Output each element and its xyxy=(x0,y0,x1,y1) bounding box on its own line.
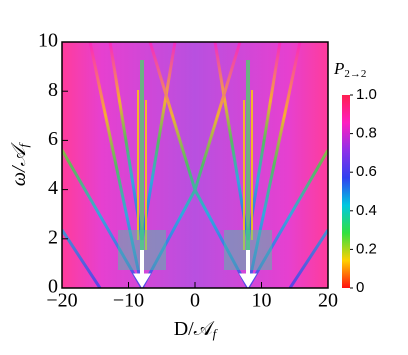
y-tick-label: 8 xyxy=(48,79,58,101)
y-tick-label: 0 xyxy=(48,276,58,298)
colorbar-tick-label: 0.4 xyxy=(356,202,377,219)
x-tick-label: 20 xyxy=(318,290,338,312)
y-tick-label: 2 xyxy=(48,226,58,248)
x-axis-label: D/𝒜f xyxy=(174,318,219,341)
x-tick-label: −10 xyxy=(113,290,144,312)
x-label-main: D/𝒜 xyxy=(174,318,215,340)
y-axis-label: ω/𝒜f xyxy=(8,141,31,186)
x-tick-label: −20 xyxy=(46,290,77,312)
y-tick-label: 6 xyxy=(48,128,58,150)
x-tick-label: 10 xyxy=(252,290,272,312)
x-label-sub: f xyxy=(213,326,219,341)
colorbar xyxy=(342,95,350,288)
colorbar-tick-label: 0.2 xyxy=(356,240,377,257)
y-tick-label: 4 xyxy=(48,177,58,199)
arrows xyxy=(133,250,257,288)
colorbar-label: P2→2 xyxy=(333,59,366,80)
heatmap-texture xyxy=(62,42,328,288)
colorbar-tick-label: 0 xyxy=(356,279,364,296)
colorbar-tick-label: 0.6 xyxy=(356,163,377,180)
y-label-sub: f xyxy=(16,142,31,148)
cb-label-main: P xyxy=(333,59,344,78)
y-label-main: ω/𝒜 xyxy=(8,141,30,186)
y-tick-label: 10 xyxy=(38,30,58,52)
x-tick-label: 0 xyxy=(190,290,200,312)
colorbar-tick-label: 1.0 xyxy=(356,86,377,103)
cb-label-sub: 2→2 xyxy=(344,68,366,80)
colorbar-tick-label: 0.8 xyxy=(356,125,377,142)
